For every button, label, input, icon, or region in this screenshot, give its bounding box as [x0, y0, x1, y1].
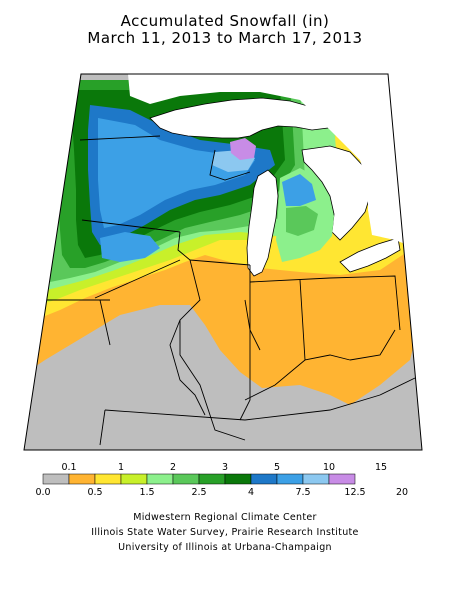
legend-swatch-8 — [224, 473, 252, 485]
legend-swatch-3 — [94, 473, 122, 485]
legend-swatch-1 — [42, 473, 70, 485]
legend-swatch-12 — [328, 473, 356, 485]
credit-line-3: University of Illinois at Urbana-Champai… — [118, 542, 332, 553]
legend-top-label: 1 — [117, 462, 125, 473]
legend-bottom-label: 0.0 — [35, 487, 51, 498]
legend-bottom-label: 4 — [247, 487, 255, 498]
legend-swatch-4 — [120, 473, 148, 485]
legend-color-bar — [42, 473, 356, 485]
lake-huron — [301, 145, 373, 241]
legend-swatch-2 — [68, 473, 96, 485]
legend-swatch-7 — [198, 473, 226, 485]
legend-bottom-label: 0.5 — [87, 487, 103, 498]
legend-top-label: 10 — [322, 462, 336, 473]
legend-bottom-label: 1.5 — [139, 487, 155, 498]
legend-bottom-label: 12.5 — [344, 487, 366, 498]
legend-swatch-11 — [302, 473, 330, 485]
legend-bottom-label: 7.5 — [295, 487, 311, 498]
legend-top-label: 2 — [169, 462, 177, 473]
legend-swatch-10 — [276, 473, 304, 485]
map-frame — [23, 73, 423, 451]
map-title-line2: March 11, 2013 to March 17, 2013 — [87, 29, 363, 47]
legend-top-label: 5 — [273, 462, 281, 473]
legend-top-label: 15 — [374, 462, 388, 473]
credit-line-1: Midwestern Regional Climate Center — [133, 512, 317, 523]
lake-erie — [339, 237, 401, 273]
lake-superior — [149, 97, 331, 139]
map-title-line1: Accumulated Snowfall (in) — [120, 12, 330, 30]
state-boundaries — [40, 135, 416, 446]
legend-top-label: 3 — [221, 462, 229, 473]
canada-region — [128, 74, 420, 250]
lower-michigan-blue — [282, 174, 316, 206]
zone-violet — [230, 138, 256, 160]
zone-light-blue — [98, 118, 255, 228]
legend-swatch-5 — [146, 473, 174, 485]
legend-swatch-6 — [172, 473, 200, 485]
lake-michigan — [246, 169, 279, 277]
legend-bottom-label: 20 — [395, 487, 409, 498]
zone-light-blue-west — [100, 232, 160, 262]
legend-top-label: 0.1 — [61, 462, 77, 473]
legend-swatch-9 — [250, 473, 278, 485]
lower-michigan-green — [286, 206, 318, 236]
credit-line-2: Illinois State Water Survey, Prairie Res… — [91, 527, 359, 538]
legend-bottom-label: 2.5 — [191, 487, 207, 498]
